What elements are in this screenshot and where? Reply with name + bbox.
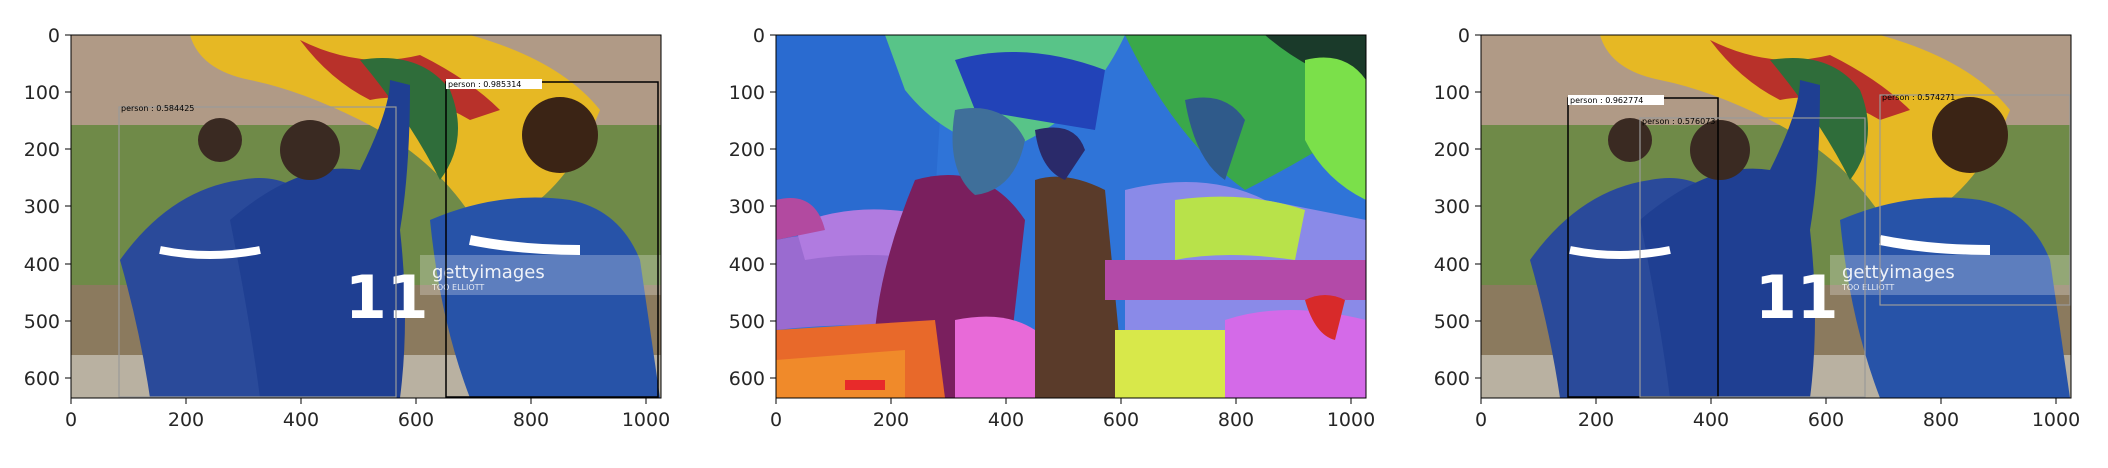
svg-text:11: 11 [1755, 263, 1839, 333]
watermark-text: gettyimages [432, 262, 545, 283]
x-tick-label: 1000 [2032, 409, 2080, 431]
y-tick-label: 600 [729, 368, 765, 390]
x-tick-label: 200 [1578, 409, 1614, 431]
y-tick-label: 500 [729, 311, 765, 333]
x-axis: 0 200 400 600 800 1000 [770, 398, 1375, 431]
detection-label: person : 0.574271 [1882, 93, 1955, 102]
y-tick-label: 200 [729, 139, 765, 161]
y-tick-label: 300 [24, 196, 60, 218]
panel-2-svg: 0 200 400 600 800 1000 0 100 200 300 400… [729, 25, 1375, 431]
x-tick-label: 200 [873, 409, 909, 431]
y-tick-label: 600 [1434, 368, 1470, 390]
y-tick-label: 0 [48, 25, 60, 47]
segmentation-mask-image [776, 35, 1366, 398]
detection-label: person : 0.584425 [121, 104, 194, 113]
x-tick-label: 400 [1693, 409, 1729, 431]
x-tick-label: 400 [283, 409, 319, 431]
panel-3-svg: 11 gettyimages TOO ELLIOTT person : 0.96… [1434, 25, 2080, 431]
y-tick-label: 100 [729, 82, 765, 104]
y-axis: 0 100 200 300 400 500 600 [729, 25, 776, 390]
x-axis: 0 200 400 600 800 1000 [1475, 398, 2080, 431]
y-tick-label: 200 [24, 139, 60, 161]
x-axis: 0 200 400 600 800 1000 [65, 398, 670, 431]
panel-segmentation: 0 200 400 600 800 1000 0 100 200 300 400… [705, 0, 1395, 468]
y-tick-label: 400 [729, 254, 765, 276]
y-tick-label: 0 [1458, 25, 1470, 47]
y-tick-label: 300 [729, 196, 765, 218]
x-tick-label: 600 [1103, 409, 1139, 431]
photo-image: 11 gettyimages TOO ELLIOTT [71, 35, 661, 398]
y-tick-label: 500 [24, 311, 60, 333]
y-axis: 0 100 200 300 400 500 600 [24, 25, 71, 390]
x-tick-label: 1000 [1327, 409, 1375, 431]
y-tick-label: 400 [24, 254, 60, 276]
watermark-credit: TOO ELLIOTT [1841, 283, 1894, 292]
x-tick-label: 400 [988, 409, 1024, 431]
y-tick-label: 100 [1434, 82, 1470, 104]
x-tick-label: 200 [168, 409, 204, 431]
detection-box-1: person : 0.985314 [445, 79, 659, 398]
watermark-credit: TOO ELLIOTT [431, 283, 484, 292]
y-tick-label: 600 [24, 368, 60, 390]
y-axis: 0 100 200 300 400 500 600 [1434, 25, 1481, 390]
detection-box-2: person : 0.584425 [118, 104, 397, 398]
x-tick-label: 800 [1218, 409, 1254, 431]
x-tick-label: 0 [65, 409, 77, 431]
detection-label: person : 0.962774 [1570, 96, 1643, 105]
y-tick-label: 300 [1434, 196, 1470, 218]
y-tick-label: 100 [24, 82, 60, 104]
x-tick-label: 600 [398, 409, 434, 431]
photo-image: 11 gettyimages TOO ELLIOTT [1481, 35, 2071, 398]
x-tick-label: 0 [1475, 409, 1487, 431]
x-tick-label: 600 [1808, 409, 1844, 431]
watermark-text: gettyimages [1842, 262, 1955, 283]
y-tick-label: 200 [1434, 139, 1470, 161]
x-tick-label: 1000 [622, 409, 670, 431]
panel-detections-2: 11 gettyimages TOO ELLIOTT person : 0.96… [1410, 0, 2100, 468]
detection-box-3: person : 0.576073 [1639, 117, 1866, 398]
y-tick-label: 500 [1434, 311, 1470, 333]
y-tick-label: 400 [1434, 254, 1470, 276]
detection-label: person : 0.985314 [448, 80, 521, 89]
y-tick-label: 0 [753, 25, 765, 47]
detection-box-2: person : 0.574271 [1879, 93, 2071, 306]
x-tick-label: 800 [1923, 409, 1959, 431]
panel-detections-1: 11 gettyimages TOO ELLIOTT person : 0.98… [0, 0, 690, 468]
x-tick-label: 800 [513, 409, 549, 431]
svg-text:11: 11 [345, 263, 429, 333]
panel-1-svg: 11 gettyimages TOO ELLIOTT person : 0.98… [24, 25, 670, 431]
detection-label: person : 0.576073 [1642, 117, 1715, 126]
x-tick-label: 0 [770, 409, 782, 431]
